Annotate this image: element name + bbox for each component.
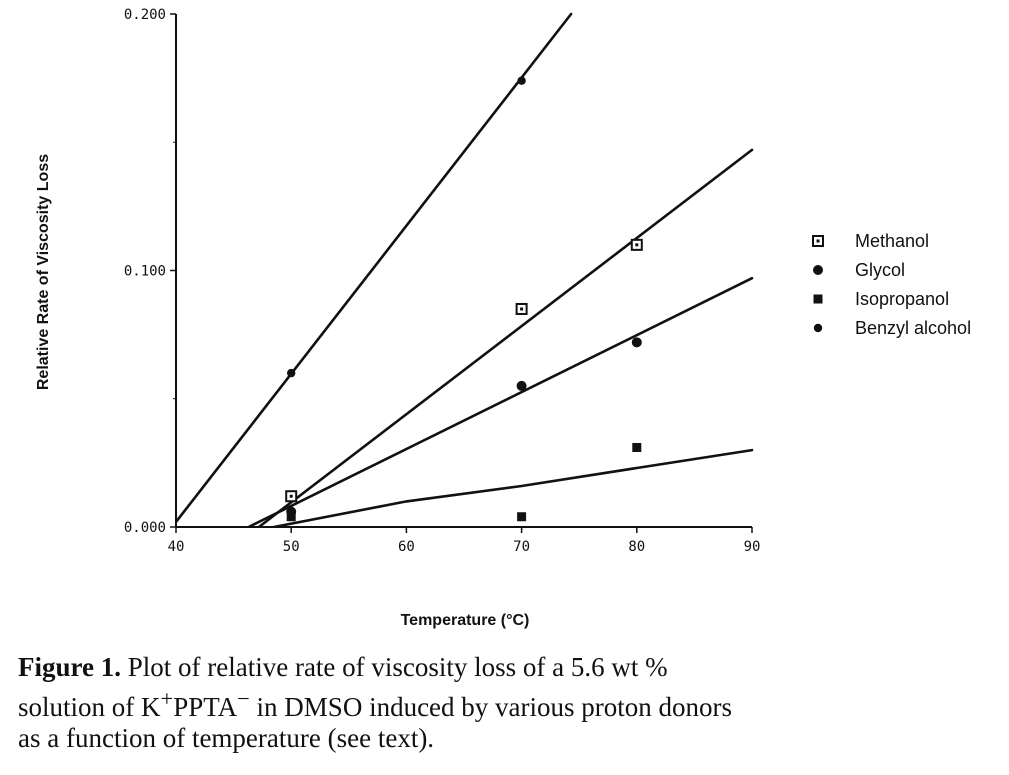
y-axis-label: Relative Rate of Viscosity Loss [35, 154, 52, 390]
legend-entry-benzyl-alcohol: Benzyl alcohol [813, 318, 971, 338]
x-tick-label: 40 [168, 539, 185, 555]
x-tick-label: 80 [628, 539, 645, 555]
caption-line-2-prefix: solution of K [18, 692, 161, 722]
legend-marker-benzyl-alcohol [813, 323, 823, 333]
legend: Methanol Glycol Isopropanol Benzyl alcohol [812, 231, 971, 338]
legend-entry-isopropanol: Isopropanol [813, 289, 949, 309]
caption-line-1: Plot of relative rate of viscosity loss … [127, 652, 668, 682]
legend-label-isopropanol: Isopropanol [855, 289, 949, 309]
data-point-glycol [631, 337, 642, 348]
legend-entry-glycol: Glycol [813, 260, 905, 280]
caption-sup-minus: − [237, 686, 250, 711]
data-point-glycol [516, 380, 527, 391]
legend-marker-isopropanol [813, 294, 823, 304]
legend-marker-glycol [813, 265, 823, 275]
caption-sup-plus: + [160, 686, 174, 711]
x-tick-label: 70 [513, 539, 530, 555]
caption-line-2-suffix: in DMSO induced by various proton donors [249, 692, 733, 722]
data-point-isopropanol [286, 512, 296, 522]
figure-caption: Figure 1. Plot of relative rate of visco… [18, 652, 998, 754]
data-markers [285, 76, 643, 522]
fit-lines [176, 12, 754, 527]
data-point-methanol [285, 490, 298, 503]
fit-line-benzyl-alcohol [176, 12, 573, 524]
fit-line-methanol [257, 148, 754, 527]
legend-label-benzyl-alcohol: Benzyl alcohol [855, 318, 971, 338]
y-tick-label: 0.100 [124, 264, 166, 280]
y-tick-label: 0.200 [124, 7, 166, 23]
data-point-benzyl-alcohol [287, 368, 296, 378]
axes [170, 13, 753, 533]
tick-labels: 40 50 60 70 80 90 0.000 0.100 0.200 [124, 7, 761, 555]
x-tick-label: 60 [398, 539, 415, 555]
data-point-benzyl-alcohol [517, 76, 526, 85]
y-tick-label: 0.000 [124, 520, 166, 536]
data-point-isopropanol [517, 512, 527, 522]
figure-number: Figure 1. [18, 652, 121, 682]
data-point-isopropanol [632, 442, 642, 452]
data-point-methanol [515, 302, 528, 315]
caption-line-2-mid: PPTA [173, 692, 238, 722]
x-tick-label: 50 [283, 539, 300, 555]
chart: 40 50 60 70 80 90 0.000 0.100 0.200 Temperature … [35, 7, 971, 629]
legend-label-methanol: Methanol [855, 231, 929, 251]
x-tick-label: 90 [744, 539, 761, 555]
caption-line-3: as a function of temperature (see text). [18, 723, 435, 753]
legend-entry-methanol: Methanol [812, 231, 929, 251]
fit-line-glycol [247, 276, 754, 527]
legend-label-glycol: Glycol [855, 260, 905, 280]
fit-line-isopropanol [272, 448, 754, 527]
legend-marker-methanol [812, 235, 824, 247]
data-point-methanol [630, 238, 643, 251]
x-axis-label: Temperature (°C) [401, 612, 530, 629]
